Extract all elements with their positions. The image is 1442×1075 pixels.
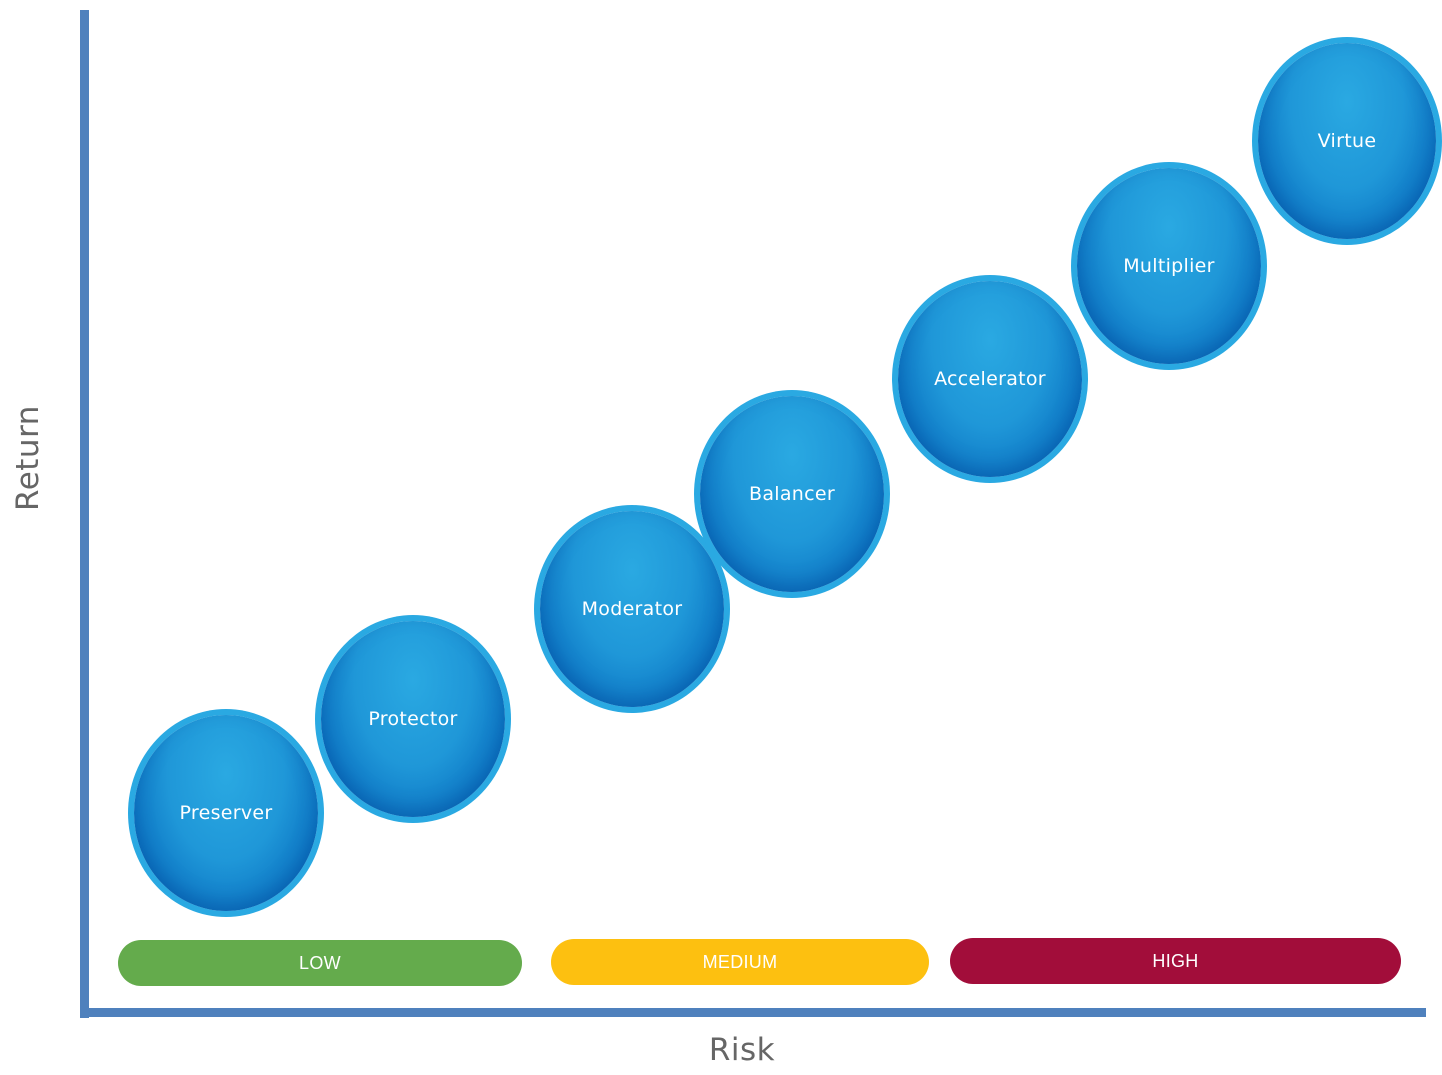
bubble-label: Balancer bbox=[749, 483, 835, 505]
risk-bar-label: LOW bbox=[299, 952, 341, 973]
x-axis-label: Risk bbox=[708, 1032, 776, 1068]
bubble-virtue: Virtue bbox=[1258, 43, 1436, 239]
x-axis-line bbox=[80, 1008, 1426, 1017]
y-axis-label: Return bbox=[10, 405, 46, 511]
bubble-label: Multiplier bbox=[1123, 255, 1215, 277]
bubble-preserver: Preserver bbox=[134, 715, 318, 911]
bubble-label: Preserver bbox=[179, 802, 273, 824]
bubble-accelerator: Accelerator bbox=[898, 281, 1082, 477]
risk-bar-high: HIGH bbox=[950, 938, 1401, 984]
risk-bar-low: LOW bbox=[118, 940, 522, 986]
bubble-label: Moderator bbox=[581, 598, 683, 620]
risk-bar-label: HIGH bbox=[1152, 950, 1199, 971]
bubble-multiplier: Multiplier bbox=[1077, 168, 1261, 364]
bubble-label: Accelerator bbox=[934, 368, 1046, 390]
bubble-balancer: Balancer bbox=[700, 396, 884, 592]
bubble-protector: Protector bbox=[321, 621, 505, 817]
bubble-moderator: Moderator bbox=[540, 511, 724, 707]
bubble-label: Protector bbox=[368, 708, 458, 730]
bubble-label: Virtue bbox=[1317, 130, 1377, 152]
y-axis-line bbox=[80, 10, 89, 1018]
risk-bar-medium: MEDIUM bbox=[551, 939, 929, 985]
risk-bar-label: MEDIUM bbox=[702, 951, 778, 972]
